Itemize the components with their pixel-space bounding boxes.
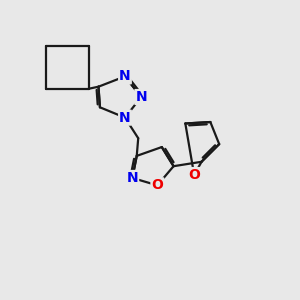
Text: N: N xyxy=(127,171,138,185)
Text: O: O xyxy=(188,168,200,182)
Text: N: N xyxy=(119,111,131,124)
Text: O: O xyxy=(152,178,163,192)
Text: N: N xyxy=(135,90,147,104)
Text: N: N xyxy=(119,69,131,83)
